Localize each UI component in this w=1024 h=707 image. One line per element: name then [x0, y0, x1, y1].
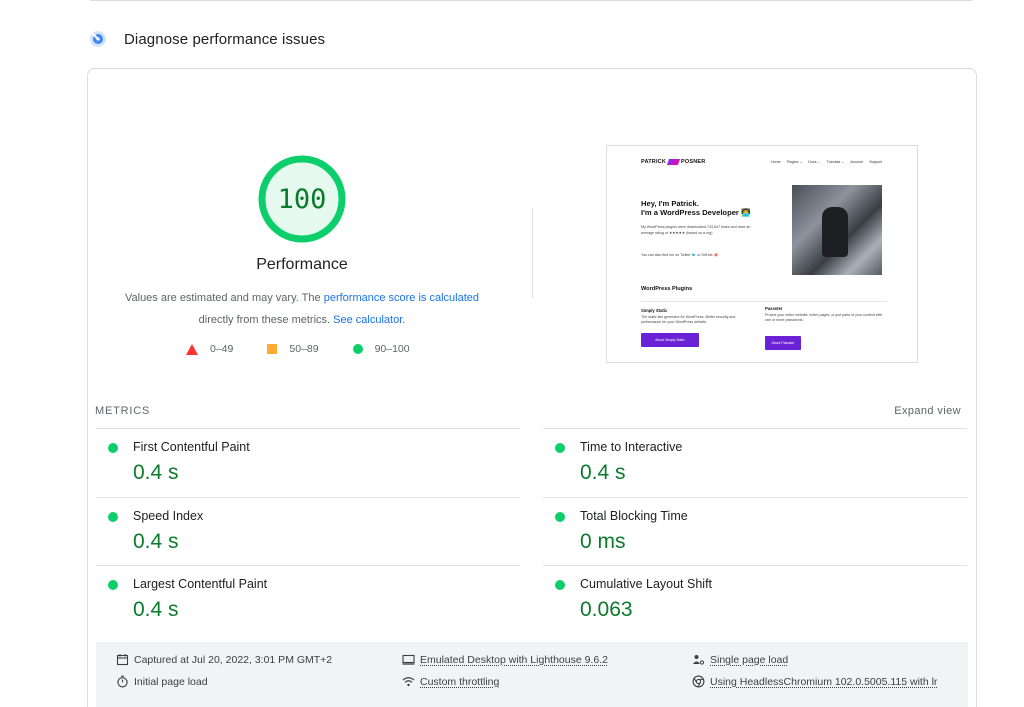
desktop-icon	[402, 653, 415, 666]
legend-fail: 0–49	[186, 343, 233, 355]
metric-title: Cumulative Layout Shift	[580, 577, 713, 591]
metric-total-blocking-time[interactable]: Total Blocking Time 0 ms	[543, 497, 967, 565]
timer-icon	[116, 675, 129, 688]
metric-value: 0.4 s	[133, 461, 179, 484]
triangle-red-icon	[186, 343, 198, 355]
legend-average: 50–89	[267, 343, 319, 355]
screenshot-button-1: About Simply Static	[641, 333, 699, 347]
see-calculator-link[interactable]: See calculator.	[333, 314, 406, 326]
screenshot-section-title: WordPress Plugins	[641, 286, 693, 292]
metrics-heading: METRICS	[95, 405, 151, 417]
score-calculated-link[interactable]: performance score is calculated	[323, 292, 479, 304]
metric-cumulative-layout-shift[interactable]: Cumulative Layout Shift 0.063	[543, 565, 967, 633]
legend-pass: 90–100	[352, 343, 410, 355]
expand-view-toggle[interactable]: Expand view	[894, 405, 961, 417]
runtime-settings: Captured at Jul 20, 2022, 3:01 PM GMT+2 …	[96, 642, 968, 707]
metric-title: Speed Index	[133, 509, 204, 523]
pass-circle-icon	[555, 443, 565, 453]
score-gauge: 100	[258, 155, 346, 243]
score-legend: 0–49 50–89 90–100	[186, 342, 410, 356]
chromium-icon	[692, 675, 705, 688]
screenshot-social: You can also find me on Twitter 🐦 or Git…	[641, 253, 719, 257]
captured-at: Captured at Jul 20, 2022, 3:01 PM GMT+2	[116, 653, 332, 666]
pass-circle-icon	[108, 512, 118, 522]
metric-title: Total Blocking Time	[580, 509, 688, 523]
screenshot-plugin-2: Passster Protect your entire website, ent…	[765, 306, 883, 322]
top-divider	[90, 0, 972, 1]
wifi-icon	[402, 675, 415, 688]
pass-circle-icon	[108, 443, 118, 453]
metric-speed-index[interactable]: Speed Index 0.4 s	[96, 497, 520, 565]
metric-largest-contentful-paint[interactable]: Largest Contentful Paint 0.4 s	[96, 565, 520, 633]
screenshot-photo	[792, 185, 882, 275]
performance-score: 100	[277, 183, 327, 215]
performance-label: Performance	[256, 256, 348, 273]
metric-title: Time to Interactive	[580, 440, 683, 454]
single-page-load[interactable]: Single page load	[692, 653, 788, 666]
metric-value: 0.4 s	[580, 461, 626, 484]
screenshot-nav: Home Plugins ⌄ Docs ⌄ Tutorials ⌄ Account Sup…	[771, 160, 882, 164]
calendar-icon	[116, 653, 129, 666]
pass-circle-icon	[555, 580, 565, 590]
person-icon	[692, 653, 705, 666]
section-title: Diagnose performance issues	[124, 30, 326, 48]
metric-first-contentful-paint[interactable]: First Contentful Paint 0.4 s	[96, 428, 520, 496]
section-header: Diagnose performance issues	[88, 28, 325, 50]
metric-title: First Contentful Paint	[133, 440, 250, 454]
screenshot-intro: My WordPress plugins were downloaded 743…	[641, 225, 751, 235]
metric-title: Largest Contentful Paint	[133, 577, 268, 591]
pass-circle-icon	[108, 580, 118, 590]
square-orange-icon	[267, 344, 278, 354]
pass-circle-icon	[555, 512, 565, 522]
circle-green-icon	[352, 344, 363, 354]
metric-value: 0 ms	[580, 530, 626, 553]
initial-page-load: Initial page load	[116, 675, 208, 688]
metric-value: 0.4 s	[133, 598, 179, 621]
vertical-divider	[532, 208, 533, 298]
browser-version[interactable]: Using HeadlessChromium 102.0.5005.115 wi…	[692, 675, 937, 688]
performance-description: Values are estimated and may vary. The p…	[124, 292, 479, 326]
metric-time-to-interactive[interactable]: Time to Interactive 0.4 s	[543, 428, 967, 496]
metric-value: 0.4 s	[133, 530, 179, 553]
custom-throttling[interactable]: Custom throttling	[402, 675, 499, 688]
metric-value: 0.063	[580, 598, 633, 621]
screenshot-logo: PATRICK POSNER	[641, 159, 706, 165]
emulated-desktop[interactable]: Emulated Desktop with Lighthouse 9.6.2	[402, 653, 608, 666]
screenshot-hero: Hey, I'm Patrick. I'm a WordPress Develo…	[641, 199, 751, 217]
lighthouse-icon	[88, 29, 108, 49]
final-screenshot[interactable]: PATRICK POSNER Home Plugins ⌄ Docs ⌄ Tutoria…	[606, 145, 918, 363]
screenshot-plugin-1: Simply Static The static site generator f…	[641, 308, 736, 324]
screenshot-button-2: About Passster	[765, 336, 801, 350]
